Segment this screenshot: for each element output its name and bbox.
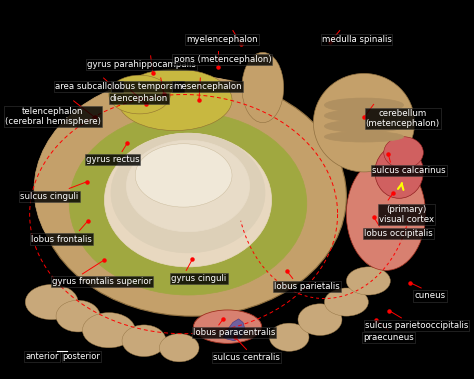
Text: cerebellum
(metencephalon): cerebellum (metencephalon) — [365, 109, 440, 128]
Text: mesencephalon: mesencephalon — [173, 82, 242, 91]
Ellipse shape — [313, 74, 415, 172]
Text: gyrus rectus: gyrus rectus — [85, 155, 139, 164]
Ellipse shape — [324, 120, 403, 132]
Text: lobus paracentralis: lobus paracentralis — [193, 328, 275, 337]
Text: medulla spinalis: medulla spinalis — [321, 35, 392, 44]
Text: cuneus: cuneus — [414, 291, 446, 301]
Text: gyrus parahippocampalis: gyrus parahippocampalis — [87, 60, 196, 69]
Ellipse shape — [135, 144, 232, 207]
Ellipse shape — [242, 52, 284, 123]
Ellipse shape — [69, 112, 307, 295]
Ellipse shape — [324, 132, 403, 142]
Text: gyrus frontalis superior: gyrus frontalis superior — [52, 277, 152, 287]
Text: pons (metencephalon): pons (metencephalon) — [173, 55, 271, 64]
Text: sulcus centralis: sulcus centralis — [213, 353, 280, 362]
Text: sulcus calcarinus: sulcus calcarinus — [373, 166, 446, 175]
Text: lobus occipitalis: lobus occipitalis — [364, 229, 433, 238]
Ellipse shape — [269, 323, 309, 351]
Ellipse shape — [159, 334, 199, 362]
Text: (primary)
visual cortex: (primary) visual cortex — [379, 205, 434, 224]
Ellipse shape — [56, 300, 100, 332]
Text: lobus temporalis: lobus temporalis — [112, 82, 183, 91]
Text: lobus frontalis: lobus frontalis — [31, 235, 92, 244]
Text: sulcus parietooccipitalis: sulcus parietooccipitalis — [365, 321, 468, 330]
Ellipse shape — [193, 310, 262, 343]
Ellipse shape — [324, 110, 403, 122]
Text: telencephalon
(cerebral hemisphere): telencephalon (cerebral hemisphere) — [5, 107, 101, 126]
Text: myelencephalon: myelencephalon — [186, 35, 258, 44]
Polygon shape — [223, 319, 245, 341]
Ellipse shape — [34, 75, 333, 304]
Ellipse shape — [111, 133, 265, 253]
Ellipse shape — [118, 69, 232, 131]
Text: lobus parietalis: lobus parietalis — [274, 282, 340, 291]
Text: diencephalon: diencephalon — [109, 94, 168, 103]
Ellipse shape — [127, 140, 250, 232]
Ellipse shape — [82, 313, 135, 348]
Text: sulcus cinguli: sulcus cinguli — [20, 192, 79, 201]
Text: posterior: posterior — [63, 352, 100, 361]
Ellipse shape — [104, 133, 272, 267]
Text: praecuneus: praecuneus — [363, 333, 413, 342]
Ellipse shape — [346, 158, 426, 270]
Ellipse shape — [38, 77, 346, 316]
Ellipse shape — [346, 267, 391, 295]
Text: anterior: anterior — [25, 352, 59, 361]
Ellipse shape — [122, 325, 166, 357]
Ellipse shape — [375, 146, 423, 198]
Ellipse shape — [25, 285, 78, 319]
Ellipse shape — [324, 98, 403, 112]
Ellipse shape — [324, 288, 368, 316]
Text: gyrus cinguli: gyrus cinguli — [172, 274, 227, 283]
Ellipse shape — [384, 137, 423, 168]
Text: area subcallosa: area subcallosa — [55, 82, 122, 91]
Ellipse shape — [362, 237, 401, 269]
Ellipse shape — [109, 75, 171, 114]
Ellipse shape — [298, 304, 342, 335]
